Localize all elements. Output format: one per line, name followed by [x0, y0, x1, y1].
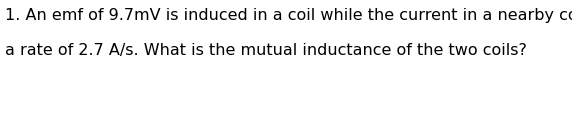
Text: a rate of 2.7 A/s. What is the mutual inductance of the two coils?: a rate of 2.7 A/s. What is the mutual in…: [5, 43, 526, 58]
Text: 1. An emf of 9.7mV is induced in a coil while the current in a nearby coil is de: 1. An emf of 9.7mV is induced in a coil …: [5, 9, 572, 23]
